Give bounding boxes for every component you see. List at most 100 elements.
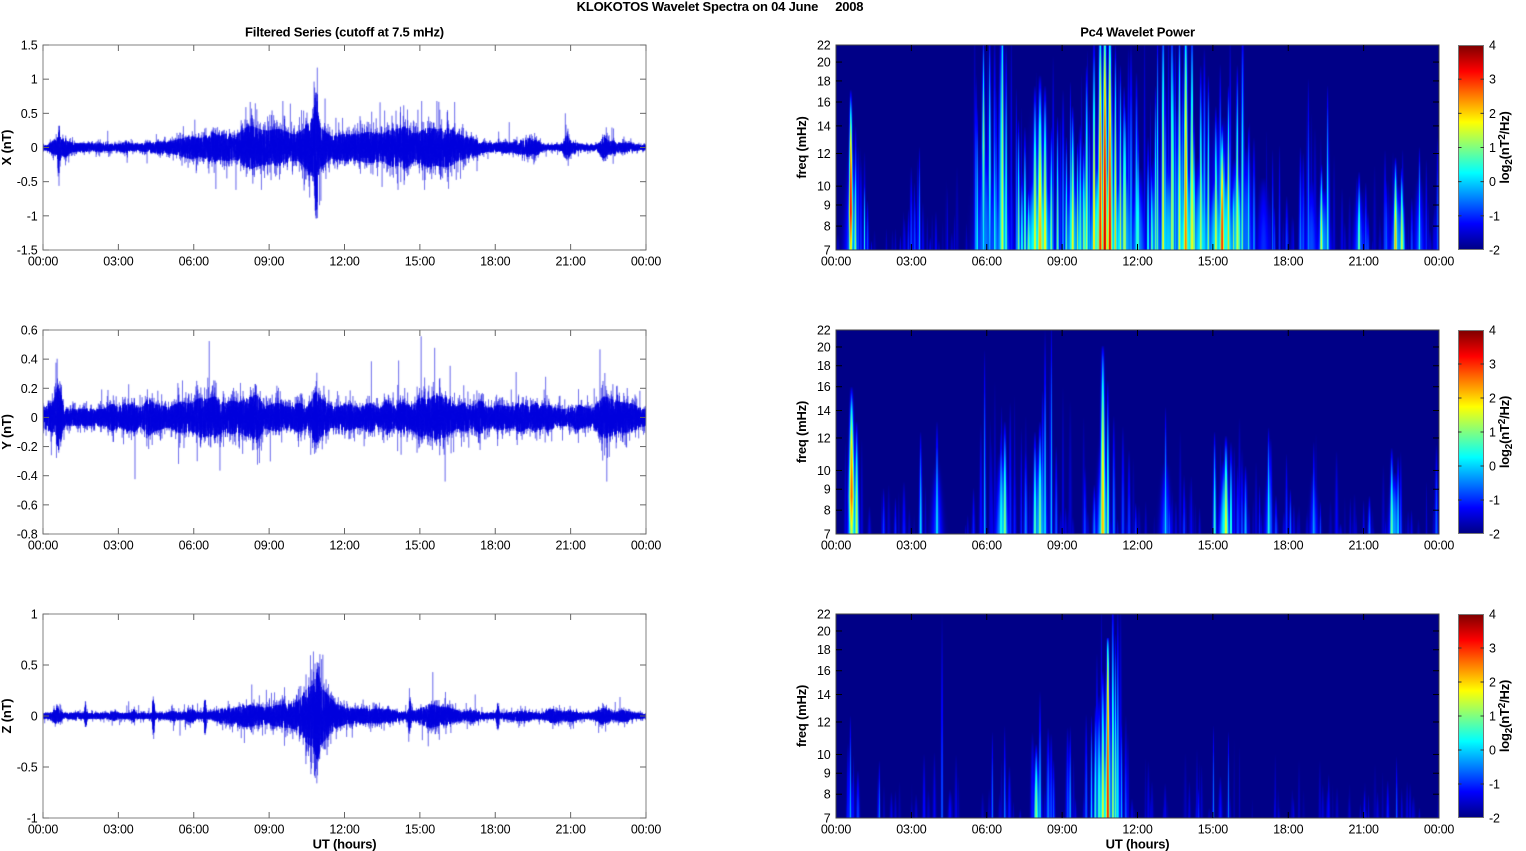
svg-text:15:00: 15:00 xyxy=(1198,255,1229,269)
svg-text:00:00: 00:00 xyxy=(28,823,59,837)
svg-text:0.5: 0.5 xyxy=(21,659,38,673)
svg-text:21:00: 21:00 xyxy=(555,823,586,837)
svg-text:15:00: 15:00 xyxy=(1198,823,1229,837)
svg-text:Pc4 Wavelet Power: Pc4 Wavelet Power xyxy=(1080,25,1195,40)
svg-text:18:00: 18:00 xyxy=(1273,539,1304,553)
svg-text:12:00: 12:00 xyxy=(1122,539,1153,553)
svg-text:00:00: 00:00 xyxy=(631,255,662,269)
svg-text:09:00: 09:00 xyxy=(1047,539,1078,553)
svg-text:1: 1 xyxy=(31,608,38,622)
svg-text:18: 18 xyxy=(817,359,831,373)
svg-text:0: 0 xyxy=(1489,744,1496,758)
svg-text:03:00: 03:00 xyxy=(896,823,927,837)
svg-text:0.6: 0.6 xyxy=(21,324,38,338)
svg-text:Y (nT): Y (nT) xyxy=(0,414,14,449)
svg-text:2: 2 xyxy=(1489,392,1496,406)
svg-text:3: 3 xyxy=(1489,73,1496,87)
svg-text:00:00: 00:00 xyxy=(1424,539,1455,553)
svg-text:-2: -2 xyxy=(1489,244,1500,258)
svg-text:18: 18 xyxy=(817,74,831,88)
svg-text:12:00: 12:00 xyxy=(329,823,360,837)
svg-text:20: 20 xyxy=(817,624,831,638)
svg-text:09:00: 09:00 xyxy=(254,539,285,553)
svg-text:8: 8 xyxy=(824,504,831,518)
svg-text:14: 14 xyxy=(817,688,831,702)
svg-text:14: 14 xyxy=(817,119,831,133)
svg-text:freq (mHz): freq (mHz) xyxy=(794,401,809,463)
svg-text:00:00: 00:00 xyxy=(821,823,852,837)
svg-text:8: 8 xyxy=(824,220,831,234)
svg-text:12:00: 12:00 xyxy=(1122,255,1153,269)
svg-text:12:00: 12:00 xyxy=(329,539,360,553)
svg-text:-0.6: -0.6 xyxy=(17,498,38,512)
svg-text:1: 1 xyxy=(31,73,38,87)
svg-text:0: 0 xyxy=(31,411,38,425)
svg-text:20: 20 xyxy=(817,56,831,70)
svg-text:06:00: 06:00 xyxy=(972,255,1003,269)
svg-text:00:00: 00:00 xyxy=(1424,823,1455,837)
svg-text:-0.2: -0.2 xyxy=(17,440,38,454)
svg-text:21:00: 21:00 xyxy=(1348,539,1379,553)
svg-text:X (nT): X (nT) xyxy=(0,130,14,166)
svg-text:21:00: 21:00 xyxy=(1348,823,1379,837)
svg-text:21:00: 21:00 xyxy=(1348,255,1379,269)
svg-text:freq (mHz): freq (mHz) xyxy=(794,116,809,178)
svg-text:21:00: 21:00 xyxy=(555,255,586,269)
svg-text:15:00: 15:00 xyxy=(405,539,436,553)
svg-text:Filtered Series (cutoff at 7.5: Filtered Series (cutoff at 7.5 mHz) xyxy=(245,25,444,40)
svg-text:-1: -1 xyxy=(1489,494,1500,508)
svg-text:-2: -2 xyxy=(1489,528,1500,542)
svg-text:8: 8 xyxy=(824,788,831,802)
svg-text:log2(nT2/Hz): log2(nT2/Hz) xyxy=(1497,680,1515,752)
svg-text:9: 9 xyxy=(824,767,831,781)
svg-text:9: 9 xyxy=(824,199,831,213)
svg-text:00:00: 00:00 xyxy=(28,255,59,269)
svg-text:16: 16 xyxy=(817,380,831,394)
svg-text:4: 4 xyxy=(1489,39,1496,53)
svg-text:UT (hours): UT (hours) xyxy=(313,837,377,851)
svg-text:12:00: 12:00 xyxy=(329,255,360,269)
svg-text:00:00: 00:00 xyxy=(28,539,59,553)
svg-text:18:00: 18:00 xyxy=(480,539,511,553)
svg-text:1: 1 xyxy=(1489,141,1496,155)
svg-text:03:00: 03:00 xyxy=(103,823,134,837)
svg-text:03:00: 03:00 xyxy=(896,539,927,553)
svg-text:0: 0 xyxy=(1489,460,1496,474)
svg-text:09:00: 09:00 xyxy=(254,823,285,837)
svg-text:15:00: 15:00 xyxy=(1198,539,1229,553)
svg-text:22: 22 xyxy=(817,39,831,53)
svg-text:4: 4 xyxy=(1489,608,1496,622)
svg-text:18:00: 18:00 xyxy=(1273,823,1304,837)
svg-text:12: 12 xyxy=(817,431,831,445)
svg-text:0.5: 0.5 xyxy=(21,107,38,121)
svg-text:03:00: 03:00 xyxy=(103,255,134,269)
svg-text:2: 2 xyxy=(1489,676,1496,690)
svg-text:log2(nT2/Hz): log2(nT2/Hz) xyxy=(1497,111,1515,183)
svg-text:-0.5: -0.5 xyxy=(17,761,38,775)
svg-text:09:00: 09:00 xyxy=(1047,823,1078,837)
svg-text:UT (hours): UT (hours) xyxy=(1106,837,1170,851)
svg-text:18:00: 18:00 xyxy=(1273,255,1304,269)
svg-text:22: 22 xyxy=(817,324,831,338)
svg-text:1: 1 xyxy=(1489,426,1496,440)
svg-text:00:00: 00:00 xyxy=(821,539,852,553)
svg-text:-0.5: -0.5 xyxy=(17,175,38,189)
svg-text:-0.8: -0.8 xyxy=(17,528,38,542)
svg-text:20: 20 xyxy=(817,340,831,354)
svg-text:Z (nT): Z (nT) xyxy=(0,699,14,734)
svg-text:log2(nT2/Hz): log2(nT2/Hz) xyxy=(1497,396,1515,468)
svg-text:06:00: 06:00 xyxy=(972,823,1003,837)
svg-text:12:00: 12:00 xyxy=(1122,823,1153,837)
svg-text:10: 10 xyxy=(817,464,831,478)
svg-text:2: 2 xyxy=(1489,107,1496,121)
svg-text:-0.4: -0.4 xyxy=(17,469,38,483)
svg-text:-2: -2 xyxy=(1489,812,1500,826)
svg-text:06:00: 06:00 xyxy=(972,539,1003,553)
svg-text:09:00: 09:00 xyxy=(1047,255,1078,269)
svg-text:14: 14 xyxy=(817,404,831,418)
svg-text:1: 1 xyxy=(1489,710,1496,724)
svg-text:16: 16 xyxy=(817,664,831,678)
svg-text:10: 10 xyxy=(817,180,831,194)
svg-text:03:00: 03:00 xyxy=(103,539,134,553)
svg-text:0: 0 xyxy=(31,710,38,724)
